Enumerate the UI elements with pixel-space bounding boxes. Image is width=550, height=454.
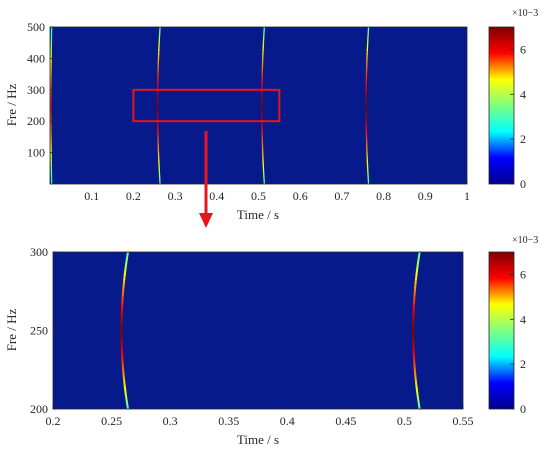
ridge-segment (126, 251, 129, 257)
x-tick-label: 0.3 (163, 414, 178, 428)
x-tick-label: 0.9 (418, 189, 433, 203)
colorbar-gradient-top (488, 26, 515, 185)
ridge-1 (50, 26, 53, 185)
colorbar-top: 0 2 4 6 ×10−3 (488, 8, 538, 191)
highlight-box (132, 88, 281, 123)
y-tick-label: 250 (30, 324, 48, 338)
y-tick-label: 500 (27, 20, 45, 34)
x-tick-label: 0.7 (334, 189, 349, 203)
plot-area-bottom (53, 252, 463, 409)
colorbar-tick-label: 4 (520, 312, 526, 326)
zoom-arrow (199, 131, 213, 228)
colorbar-gradient-bottom (488, 251, 515, 410)
y-tick-label: 300 (27, 83, 45, 97)
y-ticks-top: 100 200 300 400 500 (27, 20, 54, 160)
y-tick-label: 200 (27, 114, 45, 128)
colorbar-tick-label: 6 (520, 267, 526, 281)
x-ticks-bottom: 0.2 0.25 0.3 0.35 0.4 0.45 0.5 0.55 (46, 405, 474, 428)
x-tick-label: 0.55 (453, 414, 474, 428)
colorbar-bottom: 0 2 4 6 ×10−3 (488, 235, 538, 416)
x-tick-label: 0.25 (101, 414, 122, 428)
colorbar-ticks-top: 0 2 4 6 (510, 42, 526, 191)
ridge-2 (412, 251, 421, 410)
x-axis-label-bottom: Time / s (237, 432, 279, 447)
x-tick-label: 0.2 (126, 189, 141, 203)
ridge-1 (120, 251, 129, 410)
x-tick-label: 0.6 (293, 189, 308, 203)
x-tick-label: 0.5 (251, 189, 266, 203)
x-tick-label: 0.3 (168, 189, 183, 203)
x-tick-label: 0.8 (376, 189, 391, 203)
ridge-2 (156, 26, 161, 185)
x-tick-label: 0.5 (397, 414, 412, 428)
plot-area-top (50, 27, 467, 184)
x-tick-label: 0.35 (218, 414, 239, 428)
y-tick-label: 200 (30, 402, 48, 416)
x-tick-label: 0.2 (46, 414, 61, 428)
colorbar-tick-label: 6 (520, 42, 526, 56)
colorbar-tick-label: 0 (520, 402, 526, 416)
x-tick-label: 0.4 (209, 189, 224, 203)
colorbar-exponent-bottom: ×10−3 (512, 235, 538, 246)
ridges-bottom (120, 251, 421, 410)
colorbar-tick-label: 2 (520, 132, 526, 146)
ridges-top (50, 26, 370, 185)
ridge-segment (418, 251, 421, 257)
spectrogram-top: 0.1 0.2 0.3 0.4 0.5 0.6 0.7 0.8 0.9 1 100 200 300 40… (4, 20, 470, 222)
y-tick-label: 100 (27, 146, 45, 160)
x-axis-label-top: Time / s (237, 207, 279, 222)
y-ticks-bottom: 200 250 300 (30, 245, 57, 416)
ridge-4 (365, 26, 370, 185)
ridge-3 (261, 26, 265, 185)
colorbar-tick-label: 4 (520, 87, 526, 101)
x-tick-label: 1 (464, 189, 470, 203)
y-tick-label: 300 (30, 245, 48, 259)
x-tick-label: 0.4 (280, 414, 295, 428)
colorbar-tick-label: 2 (520, 357, 526, 371)
y-axis-label-bottom: Fre / Hz (4, 308, 19, 351)
y-tick-label: 400 (27, 51, 45, 65)
colorbar-ticks-bottom: 0 2 4 6 (510, 267, 526, 416)
spectrogram-bottom: 0.2 0.25 0.3 0.35 0.4 0.45 0.5 0.55 200 250 300 T… (4, 245, 474, 447)
arrow-head (199, 213, 213, 228)
colorbar-tick-label: 0 (520, 177, 526, 191)
x-ticks-top: 0.1 0.2 0.3 0.4 0.5 0.6 0.7 0.8 0.9 1 (84, 180, 470, 203)
x-tick-label: 0.45 (335, 414, 356, 428)
x-tick-label: 0.1 (84, 189, 99, 203)
y-axis-label-top: Fre / Hz (4, 83, 19, 126)
colorbar-exponent-top: ×10−3 (512, 8, 538, 19)
